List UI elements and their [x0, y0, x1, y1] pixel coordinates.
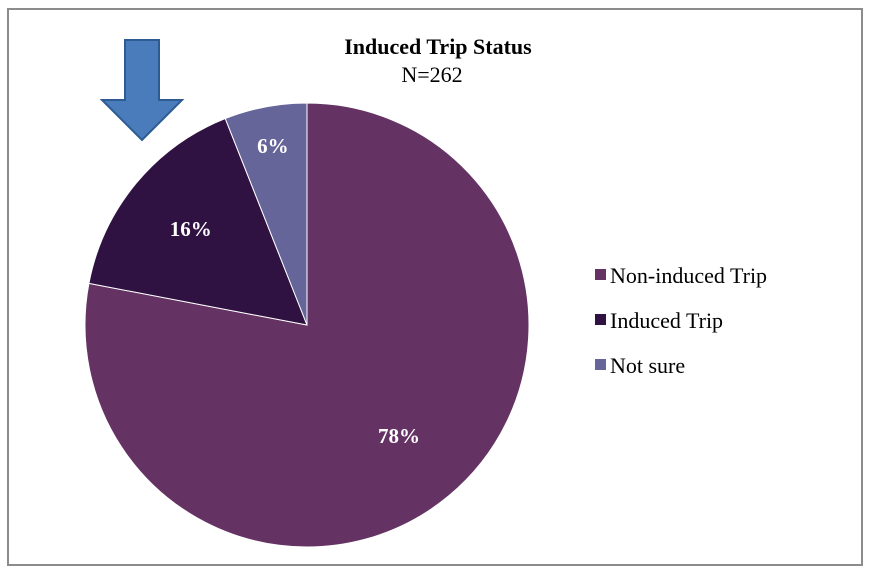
pie-slice-not-sure	[224, 102, 308, 326]
data-label: 78%	[378, 424, 420, 448]
legend-label: Induced Trip	[610, 308, 723, 333]
data-label: 6%	[257, 134, 289, 158]
chart-title: Induced Trip Status	[344, 34, 532, 59]
legend-label: Not sure	[610, 353, 685, 378]
pie-slices	[84, 102, 530, 548]
legend-swatch	[595, 359, 606, 370]
legend-label: Non-induced Trip	[610, 263, 767, 288]
pie-slice-induced-trip	[88, 117, 308, 326]
chart-subtitle: N=262	[401, 62, 462, 87]
legend-swatch	[595, 269, 606, 280]
pie-slice-labels: 78% 16% 6%	[170, 134, 420, 448]
legend: Non-induced Trip Induced Trip Not sure	[595, 263, 767, 378]
data-label: 16%	[170, 217, 212, 241]
legend-swatch	[595, 314, 606, 325]
down-arrow-icon	[99, 39, 185, 142]
